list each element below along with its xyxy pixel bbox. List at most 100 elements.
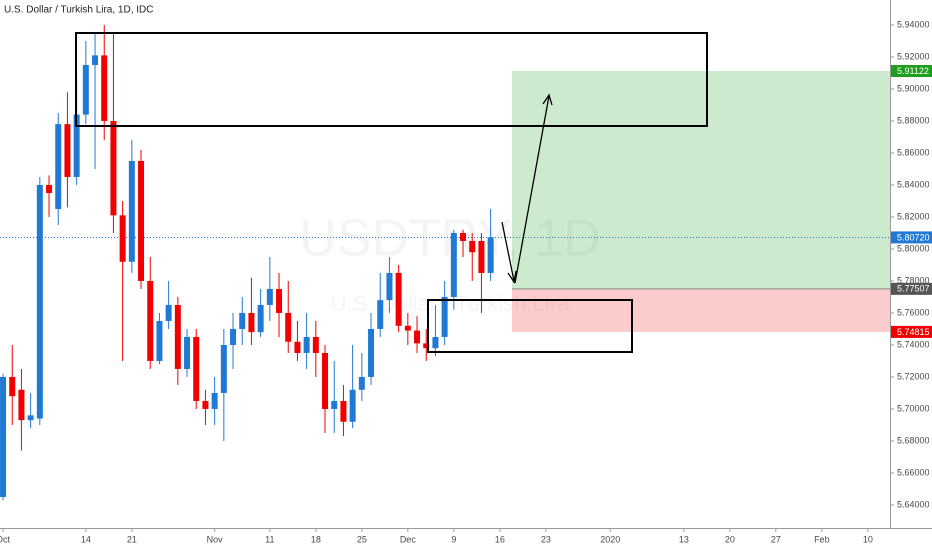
x-tick-label: Dec: [400, 534, 417, 544]
candle-body: [211, 392, 218, 409]
candle-body: [46, 184, 53, 193]
price-marker-label: 5.91122: [897, 66, 929, 76]
x-tick-label: Feb: [814, 534, 830, 544]
candle-body: [92, 55, 99, 65]
candle-body: [0, 376, 7, 497]
x-tick-label: 2020: [600, 534, 620, 544]
y-tick-label: 5.78000: [897, 275, 930, 285]
candle-body: [128, 160, 135, 262]
profit-zone: [512, 71, 890, 289]
candle-body: [119, 215, 126, 262]
candle-body: [414, 330, 421, 344]
y-tick-label: 5.70000: [897, 403, 930, 413]
y-tick-label: 5.84000: [897, 179, 930, 189]
y-tick-label: 5.74000: [897, 339, 930, 349]
candle-body: [174, 304, 181, 369]
candle-body: [9, 376, 16, 397]
candle-body: [460, 232, 467, 241]
candle-body: [110, 120, 117, 216]
candle-body: [184, 336, 191, 369]
drawn-rectangle: [75, 32, 708, 127]
price-marker: [891, 231, 932, 244]
candle-body: [322, 352, 329, 409]
y-tick-label: 5.94000: [897, 19, 930, 29]
candle-body: [303, 336, 310, 353]
candle-body: [358, 376, 365, 390]
candle-body: [193, 336, 200, 401]
x-tick-label: 9: [451, 534, 456, 544]
x-tick-label: 27: [771, 534, 781, 544]
x-tick-label: 10: [863, 534, 873, 544]
price-marker: [891, 325, 932, 338]
x-tick-label: Oct: [0, 534, 11, 544]
x-tick-label: 13: [679, 534, 689, 544]
x-tick-label: Nov: [207, 534, 224, 544]
arrow-head: [507, 270, 517, 284]
y-tick-label: 5.64000: [897, 499, 930, 509]
candle-body: [156, 320, 163, 361]
arrow-head: [542, 93, 553, 106]
x-tick-label: 14: [81, 534, 91, 544]
candle-body: [276, 288, 283, 313]
candle-body: [331, 400, 338, 409]
candle-body: [202, 400, 209, 409]
candle-body: [377, 300, 384, 329]
watermark-subtitle: U.S. Dollar / Turkish Lira: [331, 291, 570, 316]
candle-body: [27, 415, 34, 421]
x-tick-label: 16: [495, 534, 505, 544]
candle-body: [101, 55, 108, 121]
y-tick-label: 5.82000: [897, 211, 930, 221]
candle-body: [386, 272, 393, 301]
candle-body: [450, 232, 457, 297]
candle-body: [432, 336, 439, 349]
y-tick-label: 5.80000: [897, 243, 930, 253]
candle-body: [147, 280, 154, 361]
candle-body: [478, 240, 485, 273]
arrow: [501, 221, 515, 282]
y-tick-label: 5.66000: [897, 467, 930, 477]
watermark: USDTRY, 1D: [299, 210, 601, 268]
candle-body: [82, 64, 89, 115]
candle-body: [441, 296, 448, 337]
candle-body: [248, 312, 255, 333]
candle-body: [368, 328, 375, 377]
candle-body: [239, 312, 246, 329]
candle-body: [487, 237, 494, 273]
x-tick-label: 25: [357, 534, 367, 544]
candle-body: [349, 389, 356, 422]
price-marker: [891, 282, 932, 295]
candle-body: [294, 341, 301, 353]
candle-body: [55, 124, 62, 209]
candle-body: [285, 312, 292, 342]
candle-body: [73, 114, 80, 177]
x-tick-label: 18: [311, 534, 321, 544]
candle-body: [36, 184, 43, 419]
price-marker: [891, 65, 932, 78]
candle-body: [165, 304, 172, 321]
loss-zone: [512, 288, 890, 332]
candle-body: [257, 304, 264, 333]
y-tick-label: 5.72000: [897, 371, 930, 381]
y-tick-label: 5.86000: [897, 147, 930, 157]
y-tick-label: 5.90000: [897, 83, 930, 93]
candle-body: [395, 272, 402, 326]
candle-body: [340, 400, 347, 422]
price-marker-label: 5.77507: [897, 284, 930, 294]
candle-body: [18, 389, 25, 421]
x-tick-label: 21: [127, 534, 137, 544]
candle-body: [220, 344, 227, 393]
arrow: [514, 95, 550, 284]
chart-title: U.S. Dollar / Turkish Lira, 1D, IDC: [4, 5, 153, 16]
candle-body: [138, 160, 145, 281]
y-tick-label: 5.92000: [897, 51, 930, 61]
x-tick-label: 23: [541, 534, 551, 544]
candle-body: [266, 288, 273, 305]
price-marker-label: 5.74815: [897, 327, 930, 337]
y-tick-label: 5.68000: [897, 435, 930, 445]
candle-body: [312, 336, 319, 353]
candle-body: [404, 325, 411, 331]
y-tick-label: 5.76000: [897, 307, 930, 317]
x-tick-label: 20: [725, 534, 735, 544]
y-tick-label: 5.88000: [897, 115, 930, 125]
